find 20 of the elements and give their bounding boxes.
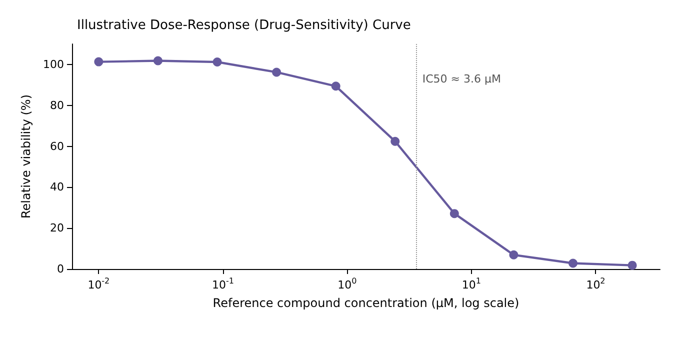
point <box>390 136 400 146</box>
point <box>568 258 578 268</box>
y-axis-title: Relative viability (%) <box>19 94 34 219</box>
y-tick-label: 60 <box>50 140 64 153</box>
point <box>509 250 518 260</box>
point <box>272 68 282 77</box>
y-tick-label: 100 <box>43 58 64 71</box>
annotation: IC50 ≈ 3.6 μM <box>422 72 501 86</box>
point <box>212 58 222 66</box>
point <box>450 209 459 218</box>
point <box>331 82 340 91</box>
point <box>94 57 104 66</box>
x-axis-title: Reference compound concentration (μM, log scale) <box>212 296 520 310</box>
point <box>153 56 162 66</box>
y-tick-label: 80 <box>50 98 64 112</box>
y-tick-label: 40 <box>50 180 64 194</box>
chart-title: Illustrative Dose-Response (Drug-Sensitivity) Curve <box>77 18 411 33</box>
point <box>628 260 637 270</box>
y-tick-label: 0 <box>57 262 64 276</box>
y-tick-label: 20 <box>50 222 64 235</box>
